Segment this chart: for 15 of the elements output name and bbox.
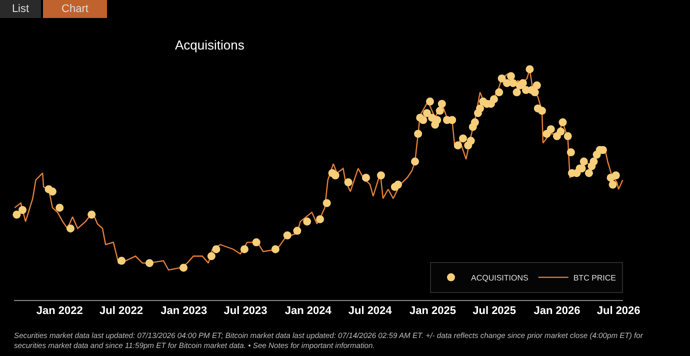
legend-label: ACQUISITIONS [471, 273, 528, 282]
text: List [0, 0, 41, 18]
x-tick-label: Jul 2023 [224, 305, 268, 318]
chart-title: Acquisitions [175, 38, 245, 53]
legend-label: BTC PRICE [573, 273, 616, 282]
x-tick-label: Jul 2024 [348, 305, 393, 318]
x-tick-label: Jul 2022 [100, 305, 143, 318]
x-tick-label: Jan 2024 [284, 305, 332, 318]
x-tick-label: Jan 2025 [409, 305, 456, 318]
text: Chart [43, 0, 107, 18]
x-tick-label: Jan 2026 [534, 305, 580, 318]
x-tick-label: Jul 2026 [596, 305, 640, 318]
x-tick-label: Jul 2025 [472, 305, 516, 318]
x-tick-label: Jan 2023 [160, 305, 208, 318]
x-tick-label: Jan 2022 [36, 305, 83, 318]
